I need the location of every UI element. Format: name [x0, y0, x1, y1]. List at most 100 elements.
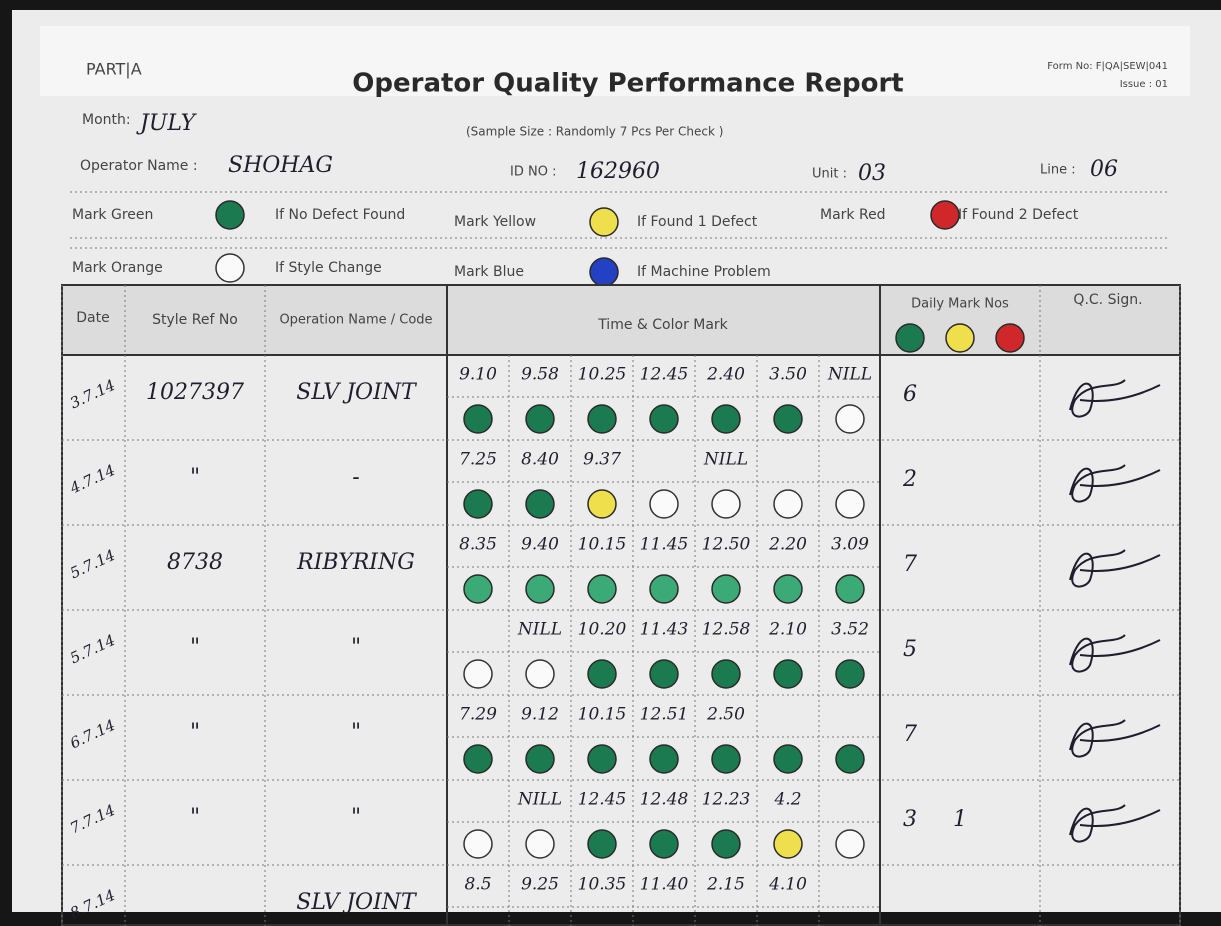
qc-signature [1069, 464, 1161, 503]
style-ref: 8738 [167, 550, 223, 575]
color-mark [463, 489, 493, 519]
header-time: Time & Color Mark [597, 317, 728, 333]
operator-label: Operator Name : [80, 158, 198, 174]
check-time: 3.09 [831, 535, 869, 555]
color-mark [711, 574, 741, 604]
color-mark [525, 829, 555, 859]
header-style: Style Ref No [152, 312, 238, 328]
legend-meaning: If Found 1 Defect [637, 214, 758, 230]
daily-count: 7 [903, 722, 917, 747]
operation: SLV JOINT [296, 890, 418, 915]
legend-label: Mark Yellow [454, 214, 536, 230]
check-time: 10.15 [578, 705, 627, 725]
legend-label: Mark Blue [454, 264, 524, 280]
legend-swatch [589, 207, 619, 237]
check-time: 8.40 [521, 450, 559, 470]
style-ref: 1027397 [146, 380, 244, 405]
legend-swatch [930, 200, 960, 230]
check-time: 8.35 [459, 535, 497, 555]
style-ref: " [190, 805, 200, 830]
operation: " [351, 635, 361, 660]
color-mark [587, 404, 617, 434]
check-time: NILL [517, 790, 562, 810]
color-mark [463, 744, 493, 774]
color-mark [525, 659, 555, 689]
daily-count: 1 [953, 807, 967, 832]
check-time: 2.15 [706, 875, 745, 895]
check-time: 2.50 [706, 705, 745, 725]
check-time: 9.10 [459, 365, 497, 385]
legend-swatch [215, 200, 245, 230]
check-time: 12.48 [640, 790, 689, 810]
check-time: 9.25 [521, 875, 559, 895]
check-time: 10.25 [578, 365, 627, 385]
operation: - [352, 465, 359, 490]
check-time: 2.10 [768, 620, 807, 640]
color-mark [587, 574, 617, 604]
color-mark [587, 829, 617, 859]
header-sign: Q.C. Sign. [1073, 292, 1142, 308]
color-mark [835, 574, 865, 604]
legend-meaning: If Found 2 Defect [958, 207, 1079, 223]
check-time: 11.40 [640, 875, 689, 895]
form-no: Form No: F|QA|SEW|041 [1047, 61, 1168, 72]
color-mark [773, 829, 803, 859]
line-label: Line : [1040, 163, 1076, 178]
daily-count: 7 [903, 552, 917, 577]
color-mark [649, 829, 679, 859]
operator: SHOHAG [228, 153, 333, 178]
daily-swatch [995, 323, 1025, 353]
check-time: NILL [703, 450, 748, 470]
qc-signature [1069, 634, 1161, 673]
color-mark [773, 489, 803, 519]
legend-meaning: If Style Change [275, 260, 382, 276]
check-time: 3.50 [769, 365, 807, 385]
month: JULY [136, 111, 198, 136]
check-time: 7.25 [459, 450, 497, 470]
color-mark [835, 489, 865, 519]
check-time: 9.40 [521, 535, 559, 555]
check-time: 12.45 [640, 365, 689, 385]
check-time: 8.5 [464, 875, 491, 895]
check-time: 9.37 [583, 450, 621, 470]
title: Operator Quality Performance Report [352, 69, 903, 99]
operation: RIBYRING [296, 550, 415, 575]
daily-count: 6 [903, 382, 917, 407]
legend-label: Mark Orange [72, 260, 163, 276]
check-time: 11.45 [640, 535, 689, 555]
daily-count: 5 [903, 637, 917, 662]
sample-size: (Sample Size : Randomly 7 Pcs Per Check … [466, 125, 723, 139]
header-date: Date [76, 310, 109, 326]
color-mark [649, 404, 679, 434]
check-time: 9.58 [521, 365, 559, 385]
color-mark [463, 829, 493, 859]
color-mark [711, 744, 741, 774]
issue: Issue : 01 [1120, 79, 1168, 90]
operation: " [351, 720, 361, 745]
check-time: 2.20 [768, 535, 807, 555]
color-mark [835, 744, 865, 774]
style-ref: " [190, 720, 200, 745]
header-sheet [40, 26, 1190, 96]
qc-signature [1069, 804, 1161, 843]
style-ref: " [190, 465, 200, 490]
check-time: 10.20 [578, 620, 627, 640]
check-time: 3.52 [831, 620, 869, 640]
color-mark [711, 659, 741, 689]
header-operation: Operation Name / Code [279, 313, 432, 328]
color-mark [773, 574, 803, 604]
check-time: 4.2 [773, 790, 801, 810]
color-mark [773, 744, 803, 774]
unit-label: Unit : [812, 167, 847, 182]
check-time: 12.51 [640, 705, 689, 725]
color-mark [649, 574, 679, 604]
legend-swatch [589, 257, 619, 287]
check-time: 10.15 [578, 535, 627, 555]
legend-label: Mark Red [820, 207, 886, 223]
check-time: 9.12 [521, 705, 559, 725]
color-mark [649, 489, 679, 519]
check-time: NILL [827, 365, 872, 385]
color-mark [525, 489, 555, 519]
color-mark [773, 659, 803, 689]
